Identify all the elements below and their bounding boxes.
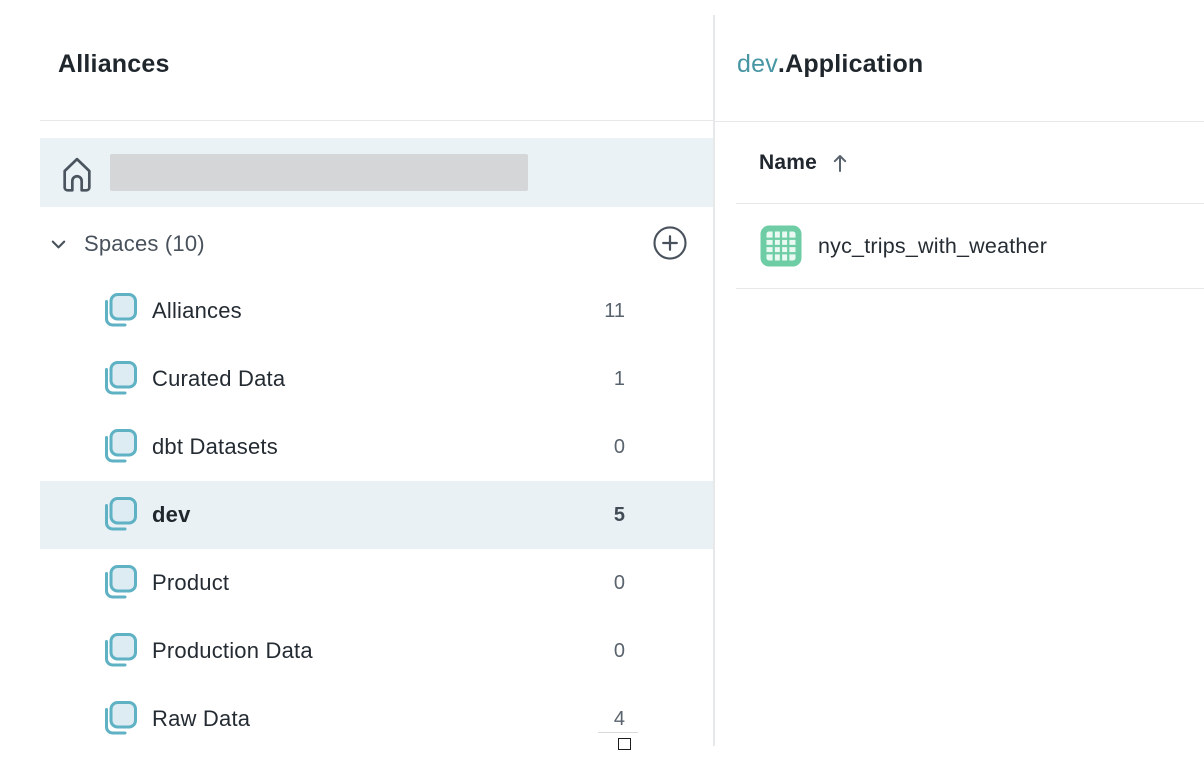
space-icon (96, 629, 140, 673)
sidebar-item-curated-data[interactable]: Curated Data 1 (40, 345, 713, 413)
table-row-nyc-trips-with-weather[interactable]: nyc_trips_with_weather (715, 204, 1204, 288)
sidebar-item-raw-data[interactable]: Raw Data 4 (40, 685, 713, 753)
panel-divider-vertical (713, 15, 715, 746)
sidebar-item-dbt-datasets[interactable]: dbt Datasets 0 (40, 413, 713, 481)
breadcrumb-entity: Application (785, 50, 924, 78)
sidebar-title: Alliances (58, 50, 170, 78)
sidebar-item-dev[interactable]: dev 5 (40, 481, 713, 549)
stray-underline-artifact (598, 732, 638, 733)
missing-glyph-box (618, 738, 631, 750)
home-row[interactable] (40, 138, 713, 207)
sidebar-item-production-data[interactable]: Production Data 0 (40, 617, 713, 685)
space-name: Curated Data (152, 366, 286, 391)
spaces-sidebar: Alliances Spaces (10) (40, 50, 713, 753)
space-icon (96, 561, 140, 605)
table-row-divider (736, 288, 1204, 289)
spaces-section-header: Spaces (10) (40, 214, 713, 274)
sidebar-item-alliances[interactable]: Alliances 11 (40, 277, 713, 345)
space-name: dbt Datasets (152, 434, 278, 459)
name-column-label: Name (759, 150, 817, 174)
space-name: Alliances (152, 298, 242, 323)
name-column-header[interactable]: Name (715, 122, 1204, 203)
breadcrumb-separator: . (777, 50, 786, 78)
space-count-badge: 1 (613, 367, 625, 390)
panel-title-divider (715, 121, 1204, 122)
space-name: Raw Data (152, 706, 251, 731)
space-name: dev (152, 502, 191, 527)
table-header-divider (736, 203, 1204, 204)
space-icon (96, 357, 140, 401)
breadcrumb-space-link[interactable]: dev (737, 50, 778, 78)
space-icon (96, 697, 140, 741)
redacted-home-label (110, 154, 528, 191)
space-name: Production Data (152, 638, 313, 663)
space-icon (96, 425, 140, 469)
table-icon (759, 224, 803, 268)
sidebar-item-product[interactable]: Product 0 (40, 549, 713, 617)
dataset-name: nyc_trips_with_weather (818, 233, 1048, 258)
home-icon (58, 151, 96, 195)
plus-circle-icon (653, 225, 687, 263)
spaces-section-label: Spaces (10) (84, 231, 205, 256)
space-count-badge: 0 (613, 571, 625, 594)
space-count-badge: 11 (604, 299, 625, 322)
sidebar-title-divider (40, 120, 713, 121)
space-list: Alliances 11 Curated Data 1 dbt Datasets (40, 277, 713, 753)
chevron-down-icon[interactable] (48, 234, 68, 254)
space-icon (96, 289, 140, 333)
entity-list-panel: dev.Application Name nyc_trips_with_weat… (715, 0, 1204, 770)
space-count-badge: 5 (613, 503, 625, 526)
space-count-badge: 0 (613, 435, 625, 458)
space-count-badge: 0 (613, 639, 625, 662)
space-count-badge: 4 (613, 707, 625, 730)
space-icon (96, 493, 140, 537)
add-space-button[interactable] (653, 225, 687, 263)
breadcrumb: dev.Application (737, 50, 923, 79)
space-name: Product (152, 570, 230, 595)
arrow-up-icon (831, 152, 849, 174)
